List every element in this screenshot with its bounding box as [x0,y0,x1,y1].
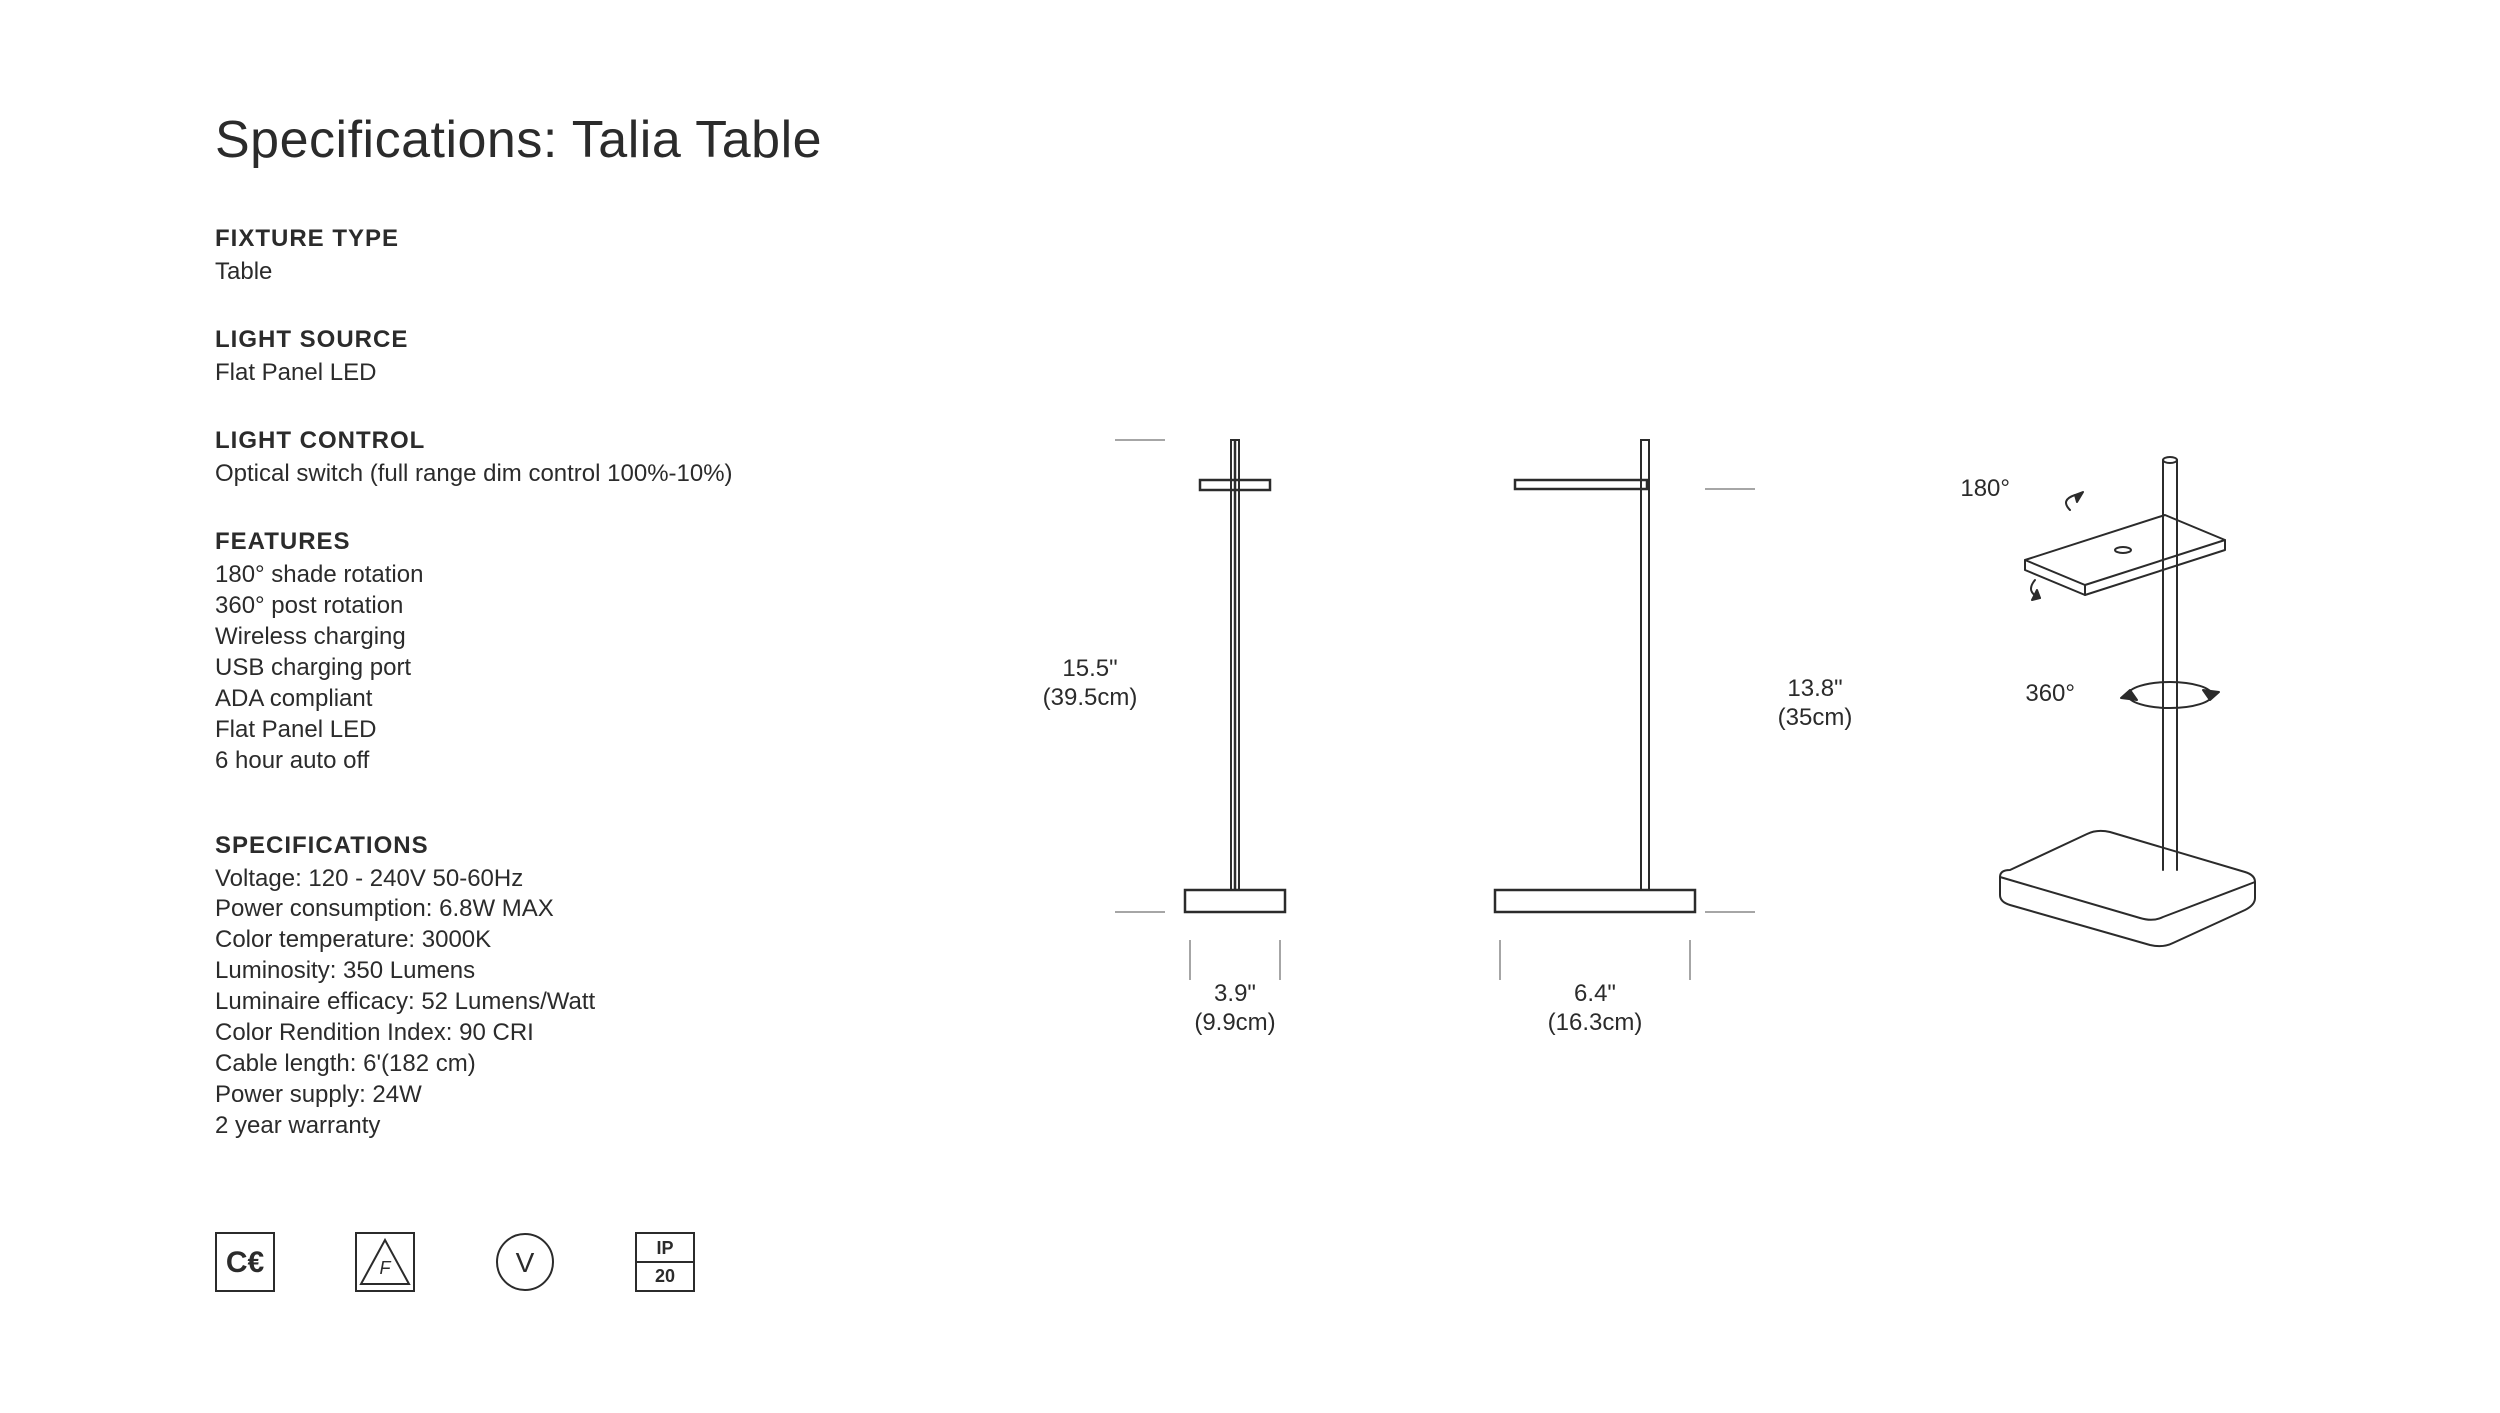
ip-rating-icon: IP 20 [635,1232,695,1292]
light-control-block: LIGHT CONTROL Optical switch (full range… [215,427,975,490]
specification-item: 2 year warranty [215,1111,975,1142]
v-mark-icon: V [495,1232,555,1292]
specification-item: Luminosity: 350 Lumens [215,956,975,987]
feature-item: 180° shade rotation [215,560,975,591]
light-control-label: LIGHT CONTROL [215,427,975,455]
front-width-label: 3.9"(9.9cm) [1175,980,1295,1038]
svg-text:IP: IP [656,1238,673,1258]
feature-item: 360° post rotation [215,591,975,622]
feature-item: Flat Panel LED [215,715,975,746]
features-list: 180° shade rotation360° post rotationWir… [215,560,975,777]
features-block: FEATURES 180° shade rotation360° post ro… [215,528,975,777]
ce-mark-icon: C€ [215,1232,275,1292]
certification-row: C€ F V IP [215,1232,975,1292]
svg-text:V: V [516,1247,535,1278]
side-view-diagram [1435,420,1775,1000]
feature-item: USB charging port [215,653,975,684]
specification-item: Power supply: 24W [215,1080,975,1111]
dimension-diagrams: 15.5"(39.5cm) 3.9"(9.9cm) 13.8"(35 [1085,420,2285,1070]
specification-item: Power consumption: 6.8W MAX [215,894,975,925]
isometric-view-diagram [1915,440,2275,960]
feature-item: ADA compliant [215,684,975,715]
specifications-block: SPECIFICATIONS Voltage: 120 - 240V 50-60… [215,832,975,1143]
f-mark-icon: F [355,1232,415,1292]
fixture-type-label: FIXTURE TYPE [215,225,975,253]
front-height-label: 15.5"(39.5cm) [1030,655,1150,713]
page-title: Specifications: Talia Table [215,110,2315,170]
light-source-label: LIGHT SOURCE [215,326,975,354]
shade-rotation-label: 180° [1940,475,2010,504]
specifications-label: SPECIFICATIONS [215,832,975,860]
side-height-label: 13.8"(35cm) [1755,675,1875,733]
svg-text:F: F [380,1258,392,1278]
features-label: FEATURES [215,528,975,556]
fixture-type-value: Table [215,257,975,288]
specification-item: Voltage: 120 - 240V 50-60Hz [215,864,975,895]
light-source-value: Flat Panel LED [215,358,975,389]
light-source-block: LIGHT SOURCE Flat Panel LED [215,326,975,389]
specifications-list: Voltage: 120 - 240V 50-60HzPower consump… [215,864,975,1143]
fixture-type-block: FIXTURE TYPE Table [215,225,975,288]
feature-item: Wireless charging [215,622,975,653]
post-rotation-label: 360° [1995,680,2075,709]
svg-text:C€: C€ [226,1246,265,1279]
specification-item: Color temperature: 3000K [215,925,975,956]
specification-item: Luminaire efficacy: 52 Lumens/Watt [215,987,975,1018]
light-control-value: Optical switch (full range dim control 1… [215,459,975,490]
specification-item: Color Rendition Index: 90 CRI [215,1018,975,1049]
feature-item: 6 hour auto off [215,746,975,777]
specification-item: Cable length: 6'(182 cm) [215,1049,975,1080]
svg-text:20: 20 [655,1266,675,1286]
side-width-label: 6.4"(16.3cm) [1535,980,1655,1038]
